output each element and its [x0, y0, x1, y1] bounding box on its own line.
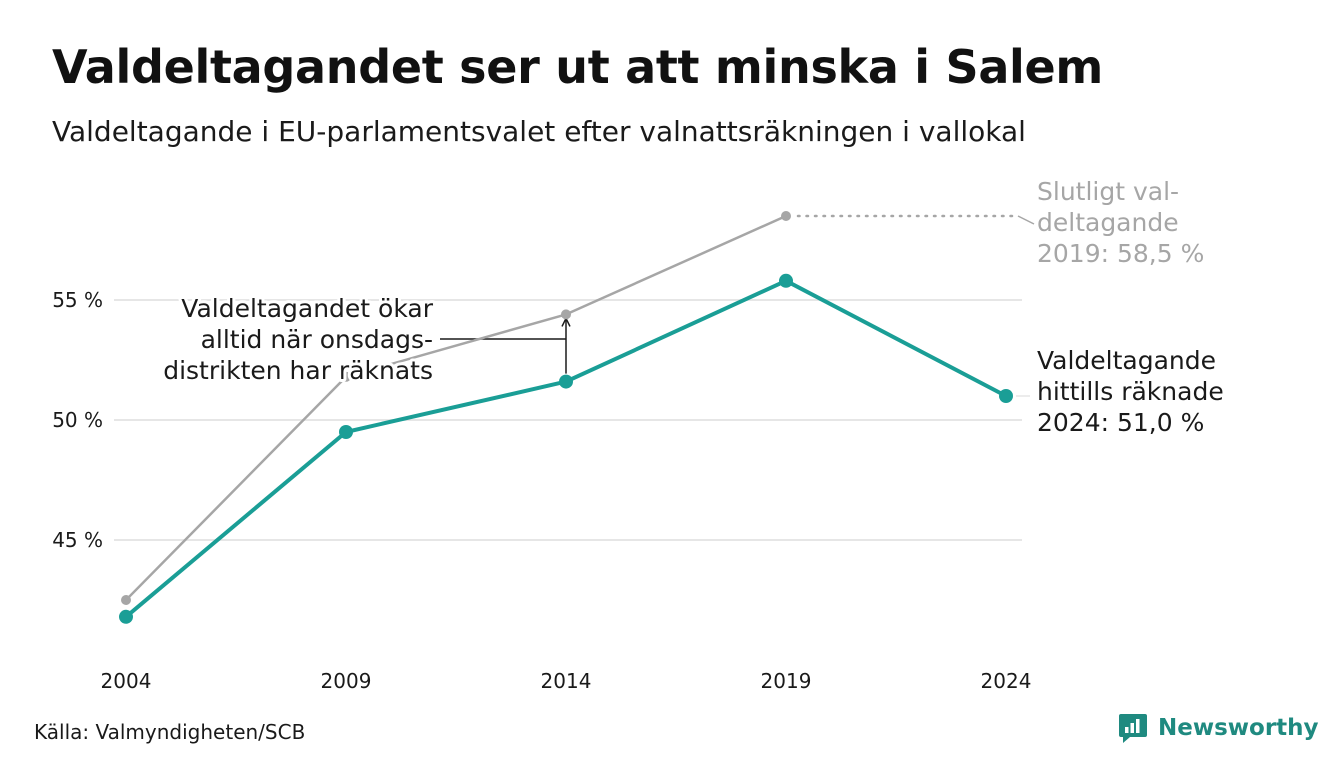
- y-tick-label: 45 %: [52, 528, 103, 552]
- source-note: Källa: Valmyndigheten/SCB: [34, 720, 306, 744]
- line-chart: 45 % 50 % 55 % 2004 2009 2014 2019 2024 Slutlig…: [52, 177, 1224, 693]
- election-night-series-point: [119, 609, 133, 624]
- final-turnout-series-point: [341, 371, 351, 382]
- final-turnout-label: deltagande: [1037, 208, 1179, 237]
- x-tick-label: 2014: [541, 669, 592, 693]
- final-turnout-series-point: [561, 309, 571, 320]
- brand-logo[interactable]: Newsworthy: [1118, 712, 1319, 744]
- final-turnout-series-point: [781, 211, 791, 221]
- x-tick-label: 2009: [321, 669, 372, 693]
- x-tick-label: 2024: [981, 669, 1032, 693]
- current-turnout-label: hittills räknade: [1037, 377, 1224, 406]
- x-tick-label: 2004: [101, 669, 152, 693]
- brand-name: Newsworthy: [1158, 715, 1319, 741]
- current-turnout-label: 2024: 51,0 %: [1037, 408, 1204, 437]
- gap-annotation-label: alltid när onsdags-: [201, 325, 433, 354]
- current-turnout-label: Valdeltagande: [1037, 346, 1216, 375]
- election-night-series-point: [779, 273, 793, 288]
- x-tick-label: 2019: [761, 669, 812, 693]
- y-tick-label: 50 %: [52, 408, 103, 432]
- gap-annotation-label: Valdeltagandet ökar: [181, 294, 433, 323]
- y-tick-label: 55 %: [52, 288, 103, 312]
- final-turnout-series-point: [121, 595, 131, 605]
- newsworthy-icon: [1119, 714, 1147, 743]
- chart-subtitle: Valdeltagande i EU-parlamentsvalet efter…: [52, 115, 1026, 148]
- election-night-series-point: [339, 425, 353, 439]
- chart-title: Valdeltagandet ser ut att minska i Salem: [52, 40, 1104, 94]
- final-turnout-label: 2019: 58,5 %: [1037, 239, 1204, 268]
- final-turnout-label: Slutligt val-: [1037, 177, 1179, 206]
- final-turnout-leader-tick: [1017, 215, 1035, 225]
- election-night-series-point: [559, 374, 573, 389]
- final-turnout-series-line: [125, 214, 787, 601]
- gap-annotation-label: distrikten har räknats: [163, 356, 433, 385]
- election-night-series-point: [999, 389, 1013, 403]
